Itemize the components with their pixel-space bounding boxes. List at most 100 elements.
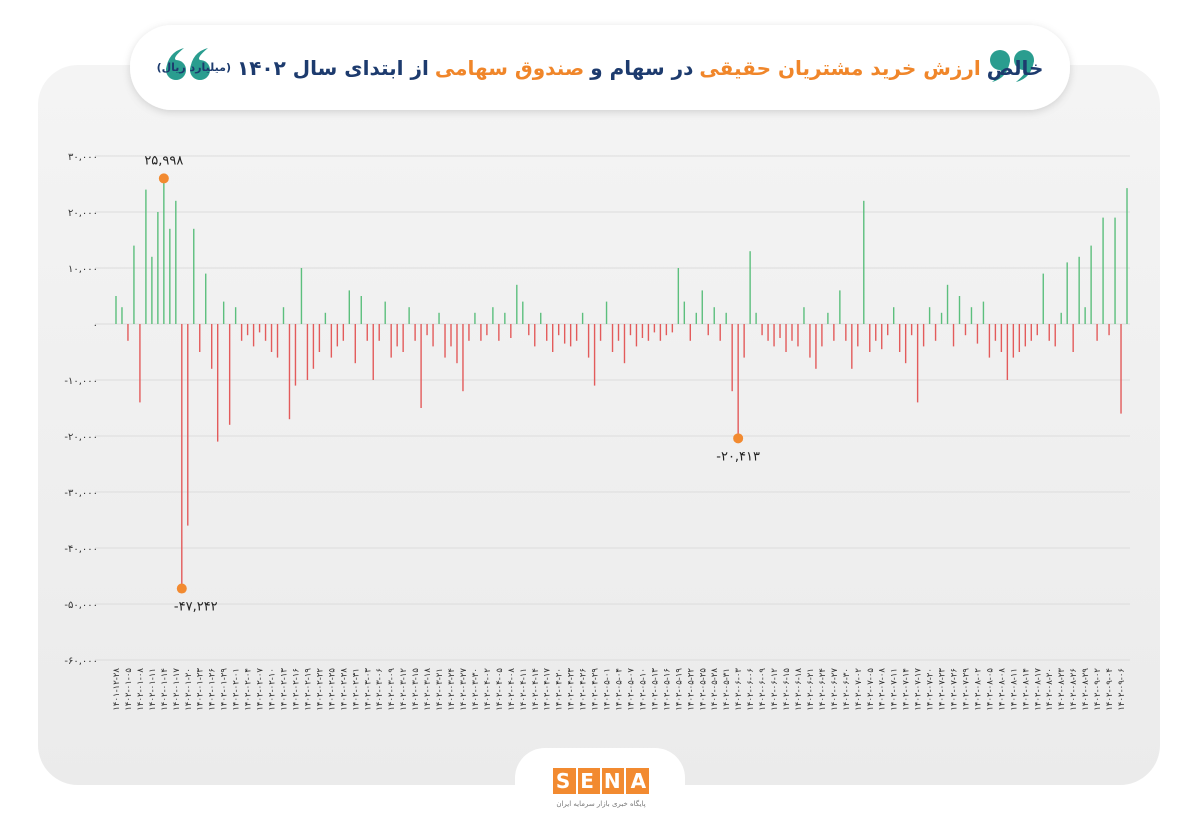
bar	[761, 324, 763, 336]
bar	[892, 307, 895, 324]
bar	[1108, 324, 1110, 336]
bar	[258, 324, 261, 333]
bar	[252, 324, 255, 347]
bar	[318, 324, 321, 352]
y-tick-label: -۵۰,۰۰۰	[64, 600, 98, 611]
bar	[528, 324, 530, 336]
bar	[623, 324, 626, 364]
bar	[575, 324, 578, 341]
bar	[1090, 245, 1092, 324]
bar	[474, 312, 476, 324]
bar	[695, 312, 697, 324]
bar	[1054, 324, 1056, 347]
title: خالص ارزش خرید مشتریان حقیقی در سهام و صندو…	[157, 25, 1044, 110]
bar	[833, 324, 835, 341]
bar	[605, 301, 608, 324]
x-tick-label: ۱۴۰۲-۰۶-۱۲	[770, 668, 780, 711]
card	[38, 65, 1160, 785]
bar	[755, 312, 757, 324]
bar	[827, 312, 829, 324]
x-tick-label: ۱۴۰۲-۰۸-۰۲	[973, 668, 983, 711]
x-tick-label: ۱۴۰۲-۰۱-۰۸	[136, 668, 146, 711]
bar	[127, 324, 129, 341]
bar	[671, 324, 674, 333]
y-tick-label: -۴۰,۰۰۰	[64, 544, 98, 555]
y-tick-label: ۳۰,۰۰۰	[68, 152, 98, 163]
x-tick-label: ۱۴۰۲-۰۲-۱۰	[268, 668, 278, 711]
bar	[964, 324, 967, 336]
bar	[1114, 217, 1116, 324]
x-tick-label: ۱۴۰۲-۰۷-۰۵	[866, 668, 876, 711]
x-tick-label: ۱۴۰۲-۰۷-۱۷	[914, 668, 924, 711]
x-tick-label: ۱۴۰۲-۰۴-۰۸	[507, 668, 517, 711]
x-tick-label: ۱۴۰۲-۰۶-۱۸	[794, 668, 804, 711]
x-tick-label: ۱۴۰۲-۰۳-۲۱	[435, 668, 445, 711]
bar	[904, 324, 907, 364]
x-tick-label: ۱۴۰۲-۰۲-۲۲	[315, 668, 325, 711]
bar	[557, 324, 560, 336]
bar	[803, 307, 805, 324]
title-pill	[130, 25, 1070, 110]
bar	[181, 324, 183, 589]
x-tick-label: ۱۴۰۲-۰۱-۰۵	[124, 668, 134, 711]
title-part: از ابتدای سال ۱۴۰۲	[236, 55, 429, 80]
bar	[348, 290, 351, 324]
x-tick-label: ۱۴۰۲-۰۴-۱۴	[531, 668, 541, 711]
x-tick-label: ۱۴۰۲-۰۴-۱۷	[543, 668, 553, 711]
x-tick-label: ۱۴۰۲-۰۲-۱۳	[279, 668, 289, 711]
bar	[462, 324, 464, 392]
x-tick-label: ۱۴۰۲-۰۵-۱۶	[662, 668, 672, 711]
y-tick-label: -۳۰,۰۰۰	[64, 488, 98, 499]
logo-tagline: پایگاه خبری بازار سرمایه ایران	[556, 799, 645, 808]
x-tick-label: ۱۴۰۲-۰۵-۰۷	[626, 668, 636, 711]
bar	[1018, 324, 1021, 352]
bar	[492, 307, 494, 324]
quote-right	[990, 50, 1034, 82]
bar	[438, 312, 440, 324]
bar	[641, 324, 644, 338]
bar	[1036, 324, 1038, 336]
bar	[498, 324, 500, 341]
x-tick-label: ۱۴۰۲-۰۳-۱۲	[399, 668, 409, 711]
bar	[617, 324, 620, 341]
bar	[593, 324, 596, 386]
bar	[145, 189, 147, 324]
bar	[432, 324, 434, 347]
bar	[647, 324, 650, 341]
bar	[1030, 324, 1032, 341]
bar	[898, 324, 901, 352]
bar	[133, 245, 135, 324]
value-label: -۲۰,۴۱۳	[716, 449, 760, 464]
x-tick-label: ۱۴۰۲-۰۳-۰۹	[387, 668, 397, 711]
x-tick-label: ۱۴۰۲-۰۷-۲۰	[926, 668, 936, 711]
y-tick-label: ۰	[93, 320, 98, 331]
x-tick-label: ۱۴۰۲-۰۵-۲۸	[710, 668, 720, 711]
x-tick-label: ۱۴۰۲-۰۳-۱۵	[411, 668, 421, 711]
x-tick-label: ۱۴۰۲-۰۳-۲۴	[447, 668, 457, 711]
x-tick-label: ۱۴۰۲-۰۸-۱۷	[1033, 668, 1043, 711]
x-tick-label: ۱۴۰۲-۰۷-۲۳	[938, 668, 948, 711]
bar	[821, 324, 823, 347]
x-tick-label: ۱۴۰۲-۰۳-۱۸	[423, 668, 433, 711]
bar	[934, 324, 937, 341]
bar	[450, 324, 452, 347]
bar	[516, 284, 518, 324]
bar	[444, 324, 446, 358]
x-tick-label: ۱۴۰۲-۰۲-۰۴	[244, 668, 254, 711]
x-tick-label: ۱۴۰۲-۰۴-۰۲	[483, 668, 493, 711]
x-tick-label: ۱۴۰۲-۰۲-۳۱	[351, 668, 361, 711]
bar	[366, 324, 368, 341]
x-tick-label: ۱۴۰۲-۰۴-۱۱	[519, 668, 529, 711]
x-tick-label: ۱۴۰۲-۰۶-۳۰	[842, 668, 852, 711]
x-tick-label: ۱۴۰۲-۰۷-۰۲	[854, 668, 864, 711]
bar	[1060, 312, 1062, 324]
bar	[211, 324, 213, 369]
bar	[396, 324, 398, 347]
bar	[175, 200, 177, 324]
bar	[522, 301, 524, 324]
bar	[1066, 262, 1068, 324]
bar	[426, 324, 428, 336]
bar	[725, 312, 727, 324]
bar	[300, 268, 303, 324]
